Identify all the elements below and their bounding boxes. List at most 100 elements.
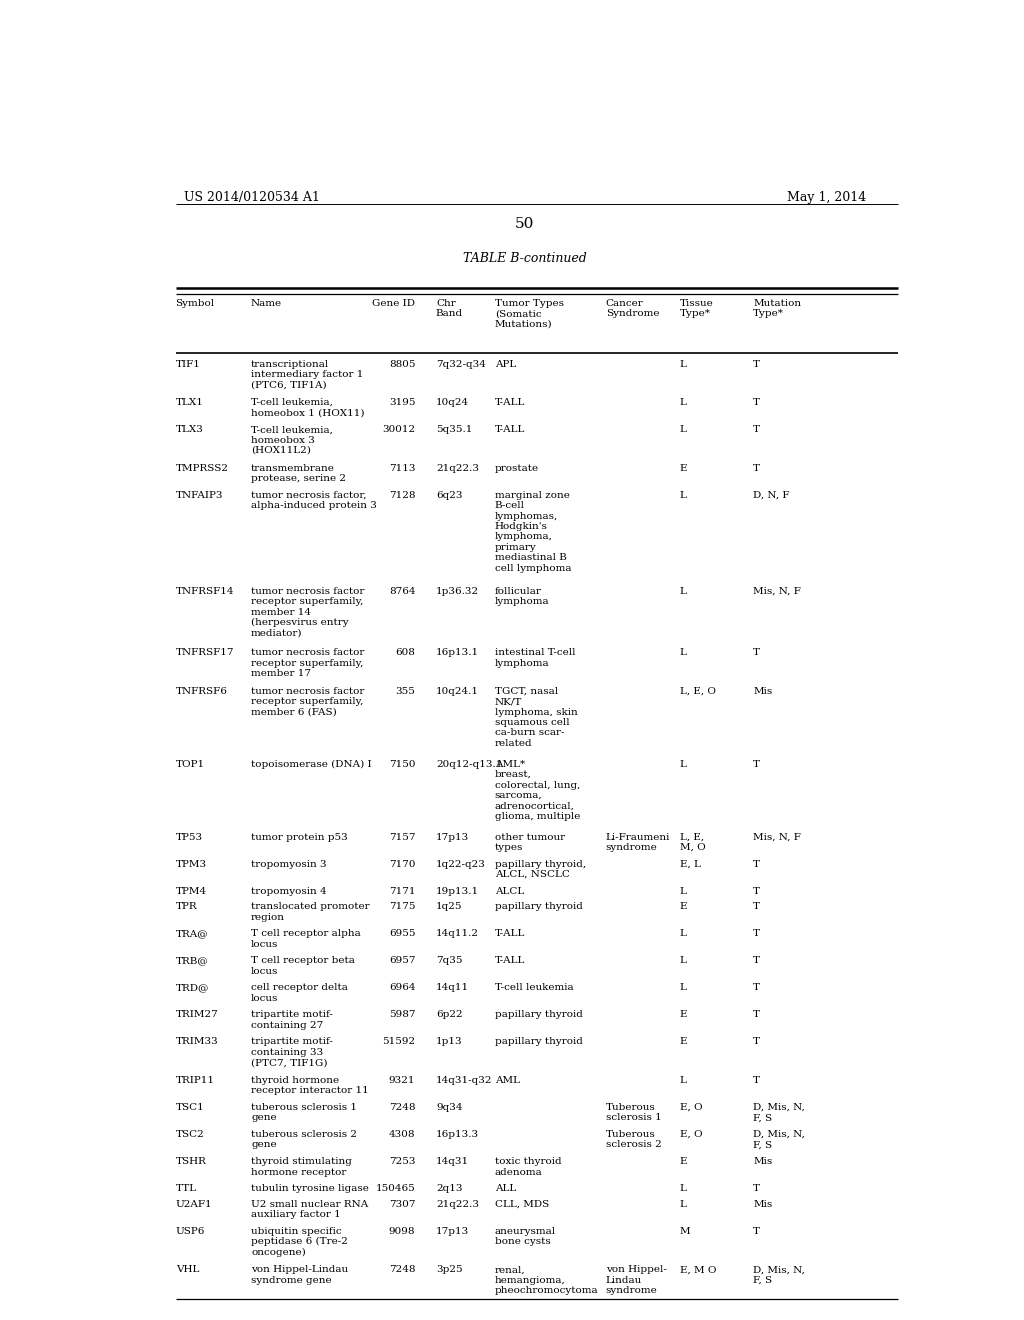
Text: TLX1: TLX1	[176, 399, 204, 407]
Text: 7248: 7248	[389, 1266, 416, 1274]
Text: T: T	[754, 1010, 761, 1019]
Text: 355: 355	[395, 686, 416, 696]
Text: 9q34: 9q34	[436, 1104, 463, 1111]
Text: Name: Name	[251, 298, 283, 308]
Text: TSC1: TSC1	[176, 1104, 205, 1111]
Text: L: L	[680, 887, 686, 896]
Text: follicular
lymphoma: follicular lymphoma	[495, 586, 549, 606]
Text: aneurysmal
bone cysts: aneurysmal bone cysts	[495, 1226, 556, 1246]
Text: T-ALL: T-ALL	[495, 399, 525, 407]
Text: CLL, MDS: CLL, MDS	[495, 1200, 549, 1209]
Text: T: T	[754, 648, 761, 657]
Text: T cell receptor alpha
locus: T cell receptor alpha locus	[251, 929, 360, 949]
Text: 8805: 8805	[389, 359, 416, 368]
Text: TGCT, nasal
NK/T
lymphoma, skin
squamous cell
ca-burn scar-
related: TGCT, nasal NK/T lymphoma, skin squamous…	[495, 686, 578, 747]
Text: tumor necrosis factor
receptor superfamily,
member 14
(herpesvirus entry
mediato: tumor necrosis factor receptor superfami…	[251, 586, 365, 638]
Text: tripartite motif-
containing 33
(PTC7, TIF1G): tripartite motif- containing 33 (PTC7, T…	[251, 1038, 333, 1068]
Text: 7170: 7170	[389, 859, 416, 869]
Text: D, Mis, N,
F, S: D, Mis, N, F, S	[754, 1104, 805, 1122]
Text: 7253: 7253	[389, 1158, 416, 1166]
Text: T-ALL: T-ALL	[495, 929, 525, 939]
Text: L: L	[680, 983, 686, 993]
Text: Chr
Band: Chr Band	[436, 298, 463, 318]
Text: 20q12-q13.1: 20q12-q13.1	[436, 760, 503, 768]
Text: 7128: 7128	[389, 491, 416, 500]
Text: tumor protein p53: tumor protein p53	[251, 833, 348, 842]
Text: 1q22-q23: 1q22-q23	[436, 859, 485, 869]
Text: 3p25: 3p25	[436, 1266, 463, 1274]
Text: M: M	[680, 1226, 690, 1236]
Text: Li-Fraumeni
syndrome: Li-Fraumeni syndrome	[606, 833, 670, 853]
Text: E: E	[680, 903, 687, 911]
Text: 6955: 6955	[389, 929, 416, 939]
Text: Mis, N, F: Mis, N, F	[754, 833, 801, 842]
Text: prostate: prostate	[495, 463, 539, 473]
Text: 7248: 7248	[389, 1104, 416, 1111]
Text: T: T	[754, 1226, 761, 1236]
Text: TPM4: TPM4	[176, 887, 207, 896]
Text: L: L	[680, 1184, 686, 1193]
Text: Tuberous
sclerosis 2: Tuberous sclerosis 2	[606, 1130, 662, 1150]
Text: tropomyosin 3: tropomyosin 3	[251, 859, 327, 869]
Text: papillary thyroid: papillary thyroid	[495, 903, 583, 911]
Text: TP53: TP53	[176, 833, 203, 842]
Text: 19p13.1: 19p13.1	[436, 887, 479, 896]
Text: TRIM33: TRIM33	[176, 1038, 218, 1047]
Text: E: E	[680, 1010, 687, 1019]
Text: TTL: TTL	[176, 1184, 197, 1193]
Text: APL: APL	[495, 359, 516, 368]
Text: 14q11.2: 14q11.2	[436, 929, 479, 939]
Text: TRB@: TRB@	[176, 957, 208, 965]
Text: transmembrane
protease, serine 2: transmembrane protease, serine 2	[251, 463, 346, 483]
Text: Cancer
Syndrome: Cancer Syndrome	[606, 298, 659, 318]
Text: thyroid hormone
receptor interactor 11: thyroid hormone receptor interactor 11	[251, 1076, 369, 1096]
Text: 50: 50	[515, 218, 535, 231]
Text: 6q23: 6q23	[436, 491, 463, 500]
Text: tripartite motif-
containing 27: tripartite motif- containing 27	[251, 1010, 333, 1030]
Text: von Hippel-Lindau
syndrome gene: von Hippel-Lindau syndrome gene	[251, 1266, 348, 1284]
Text: 9321: 9321	[389, 1076, 416, 1085]
Text: tumor necrosis factor
receptor superfamily,
member 17: tumor necrosis factor receptor superfami…	[251, 648, 365, 678]
Text: 7175: 7175	[389, 903, 416, 911]
Text: 608: 608	[395, 648, 416, 657]
Text: TABLE B-continued: TABLE B-continued	[463, 252, 587, 265]
Text: AML: AML	[495, 1076, 519, 1085]
Text: 2q13: 2q13	[436, 1184, 463, 1193]
Text: D, Mis, N,
F, S: D, Mis, N, F, S	[754, 1130, 805, 1150]
Text: E, M O: E, M O	[680, 1266, 716, 1274]
Text: TLX3: TLX3	[176, 425, 204, 434]
Text: T-cell leukemia: T-cell leukemia	[495, 983, 573, 993]
Text: thyroid stimulating
hormone receptor: thyroid stimulating hormone receptor	[251, 1158, 352, 1176]
Text: 14q31-q32: 14q31-q32	[436, 1076, 493, 1085]
Text: cell receptor delta
locus: cell receptor delta locus	[251, 983, 348, 1003]
Text: 51592: 51592	[382, 1038, 416, 1047]
Text: 7171: 7171	[389, 887, 416, 896]
Text: D, N, F: D, N, F	[754, 491, 790, 500]
Text: tumor necrosis factor,
alpha-induced protein 3: tumor necrosis factor, alpha-induced pro…	[251, 491, 377, 510]
Text: TRA@: TRA@	[176, 929, 208, 939]
Text: 6957: 6957	[389, 957, 416, 965]
Text: 7113: 7113	[389, 463, 416, 473]
Text: 7157: 7157	[389, 833, 416, 842]
Text: 7307: 7307	[389, 1200, 416, 1209]
Text: TIF1: TIF1	[176, 359, 201, 368]
Text: T-ALL: T-ALL	[495, 425, 525, 434]
Text: 5q35.1: 5q35.1	[436, 425, 472, 434]
Text: T cell receptor beta
locus: T cell receptor beta locus	[251, 957, 355, 975]
Text: L: L	[680, 760, 686, 768]
Text: 7150: 7150	[389, 760, 416, 768]
Text: Mis: Mis	[754, 1200, 772, 1209]
Text: 30012: 30012	[382, 425, 416, 434]
Text: TMPRSS2: TMPRSS2	[176, 463, 228, 473]
Text: E: E	[680, 463, 687, 473]
Text: U2AF1: U2AF1	[176, 1200, 212, 1209]
Text: topoisomerase (DNA) I: topoisomerase (DNA) I	[251, 760, 372, 768]
Text: L: L	[680, 399, 686, 407]
Text: T: T	[754, 887, 761, 896]
Text: 17p13: 17p13	[436, 1226, 469, 1236]
Text: papillary thyroid: papillary thyroid	[495, 1010, 583, 1019]
Text: US 2014/0120534 A1: US 2014/0120534 A1	[183, 191, 319, 203]
Text: T: T	[754, 1076, 761, 1085]
Text: tuberous sclerosis 1
gene: tuberous sclerosis 1 gene	[251, 1104, 357, 1122]
Text: L: L	[680, 957, 686, 965]
